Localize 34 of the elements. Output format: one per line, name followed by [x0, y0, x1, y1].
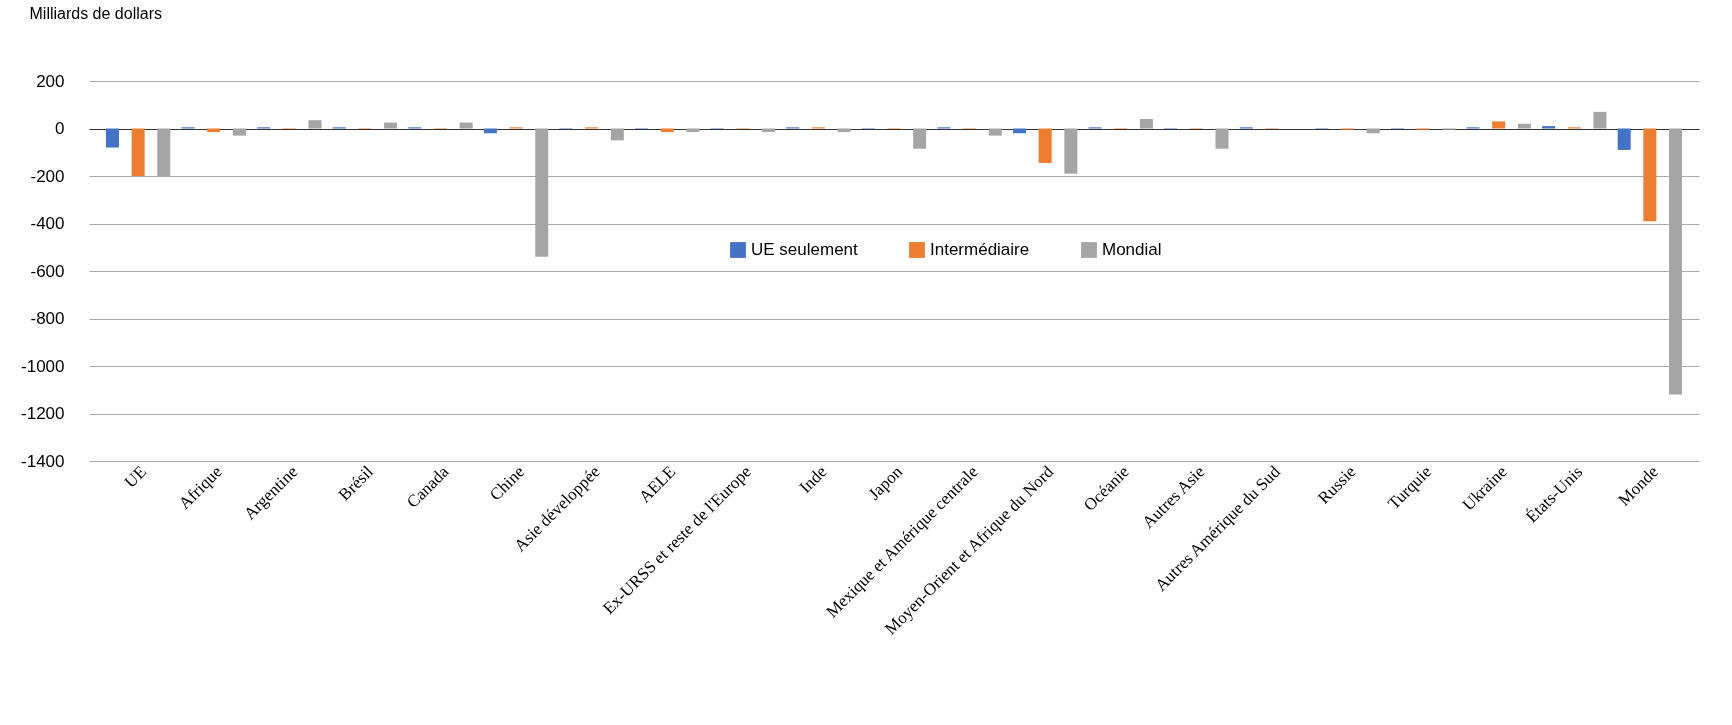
bar	[913, 128, 927, 149]
bar	[105, 128, 119, 148]
legend-label: Intermédiaire	[930, 240, 1030, 259]
bar	[1643, 128, 1657, 222]
y-tick-label: 200	[36, 71, 65, 91]
bar	[1542, 126, 1556, 129]
x-tick-label: UE	[120, 462, 151, 492]
bar	[1215, 128, 1229, 149]
bar	[459, 122, 473, 129]
bar	[610, 128, 624, 141]
y-tick-label: -1400	[21, 451, 65, 471]
bar	[1492, 121, 1506, 129]
y-axis-title: Milliards de dollars	[29, 4, 162, 22]
bar	[1139, 119, 1153, 129]
bar	[1617, 128, 1631, 150]
bar	[131, 128, 145, 176]
bar	[1593, 111, 1607, 129]
legend-label: Mondial	[1102, 240, 1162, 259]
bar	[1038, 128, 1052, 163]
bar	[1064, 128, 1078, 174]
y-tick-label: -800	[30, 309, 65, 328]
x-tick-label: Inde	[795, 462, 831, 497]
bar	[232, 128, 246, 136]
y-tick-label: -200	[30, 166, 65, 186]
y-tick-label: -1000	[21, 356, 65, 376]
y-tick-label: -600	[30, 261, 65, 281]
bar	[384, 122, 398, 129]
bar	[1517, 123, 1531, 129]
y-tick-label: -400	[30, 214, 65, 233]
y-tick-label: -1200	[21, 404, 65, 423]
legend-label: UE seulement	[751, 240, 859, 259]
bar	[988, 128, 1002, 136]
bar	[308, 120, 322, 129]
y-tick-label: 0	[55, 119, 65, 138]
